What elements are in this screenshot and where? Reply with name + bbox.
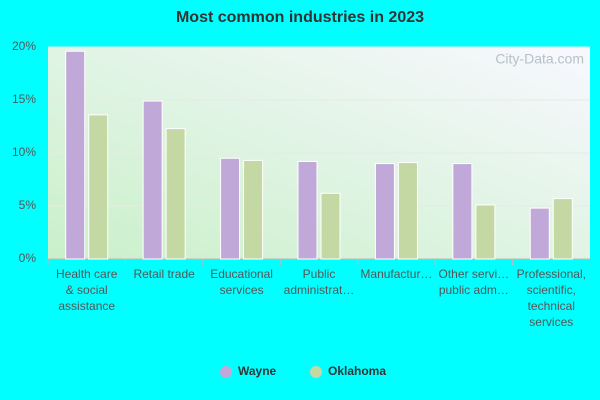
bar <box>397 162 418 260</box>
x-tick-label: Public administrat… <box>284 267 355 297</box>
y-tick-label: 20% <box>12 39 36 53</box>
x-tick-label: Professional, scientific, technical service… <box>517 267 586 329</box>
watermark: City-Data.com <box>495 51 584 67</box>
bar <box>320 192 341 260</box>
x-tick-label: Retail trade <box>133 267 195 281</box>
y-tick-label: 15% <box>12 92 36 106</box>
legend-marker <box>310 366 322 378</box>
bar <box>452 163 473 260</box>
bar <box>529 207 550 260</box>
bar <box>88 114 109 260</box>
bar <box>243 159 264 260</box>
bar <box>142 100 163 260</box>
legend-label: Wayne <box>238 364 277 378</box>
x-tick-label: Other servi… public adm… <box>439 267 510 297</box>
bar <box>374 163 395 260</box>
bar <box>297 160 318 260</box>
x-tick-label: Manufactur… <box>360 267 432 281</box>
y-tick-label: 0% <box>19 251 37 265</box>
y-tick-label: 5% <box>19 198 37 212</box>
bar <box>165 128 186 260</box>
legend-label: Oklahoma <box>328 364 386 378</box>
x-tick-label: Health care & social assistance <box>56 267 118 313</box>
bar <box>552 198 573 260</box>
bar <box>220 157 241 260</box>
y-tick-label: 10% <box>12 145 36 159</box>
x-tick-label: Educational services <box>210 267 273 297</box>
bar <box>65 50 86 260</box>
bar <box>475 204 496 260</box>
legend-marker <box>220 366 232 378</box>
chart-title: Most common industries in 2023 <box>176 9 424 26</box>
